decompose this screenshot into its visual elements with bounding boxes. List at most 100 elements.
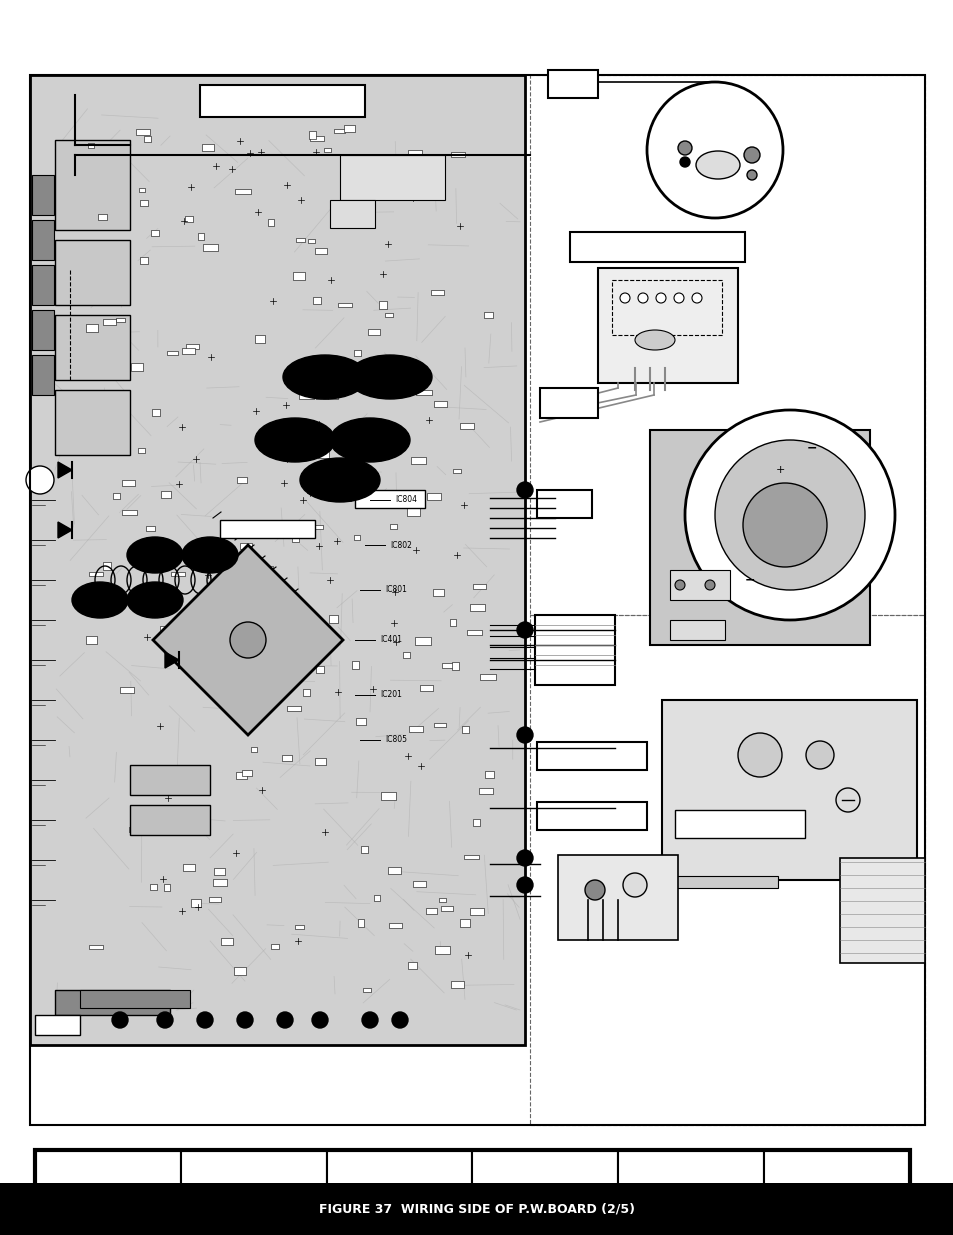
Bar: [440, 906, 453, 911]
Bar: [368, 329, 379, 335]
Circle shape: [361, 1011, 377, 1028]
Circle shape: [517, 850, 533, 866]
Circle shape: [714, 440, 864, 590]
Bar: [374, 895, 380, 902]
Bar: [467, 630, 482, 635]
Bar: [103, 319, 116, 325]
Text: IC401: IC401: [379, 636, 401, 645]
Bar: [313, 296, 321, 304]
Circle shape: [746, 170, 757, 180]
Ellipse shape: [127, 537, 183, 573]
Ellipse shape: [127, 582, 183, 618]
Bar: [558, 855, 678, 940]
Bar: [618, 1150, 763, 1191]
Bar: [310, 136, 324, 141]
Bar: [396, 492, 411, 498]
Bar: [213, 879, 227, 885]
Bar: [98, 214, 107, 220]
Bar: [431, 290, 444, 295]
Bar: [407, 368, 418, 375]
Circle shape: [656, 293, 665, 303]
Bar: [183, 863, 194, 871]
Circle shape: [743, 147, 760, 163]
Bar: [537, 742, 646, 769]
Bar: [139, 257, 148, 264]
Bar: [146, 526, 155, 531]
Bar: [160, 626, 175, 634]
Bar: [178, 550, 191, 557]
Bar: [439, 898, 446, 903]
Circle shape: [691, 293, 701, 303]
Ellipse shape: [348, 354, 432, 399]
Bar: [164, 884, 170, 890]
Bar: [598, 268, 738, 383]
Bar: [234, 967, 246, 974]
Bar: [265, 447, 281, 451]
Bar: [171, 572, 185, 576]
Bar: [539, 388, 598, 417]
Bar: [329, 480, 343, 484]
Circle shape: [673, 293, 683, 303]
Bar: [167, 351, 177, 356]
Bar: [187, 820, 194, 826]
Bar: [90, 572, 103, 576]
Bar: [328, 615, 337, 622]
Ellipse shape: [254, 417, 335, 462]
Bar: [452, 662, 458, 671]
Bar: [326, 1150, 472, 1191]
Ellipse shape: [182, 537, 237, 573]
Bar: [293, 272, 304, 280]
Bar: [763, 1150, 909, 1191]
Circle shape: [622, 873, 646, 897]
Bar: [387, 867, 400, 873]
Bar: [89, 945, 103, 948]
Bar: [408, 962, 417, 969]
Bar: [55, 990, 170, 1015]
Bar: [308, 238, 314, 243]
Bar: [295, 238, 305, 242]
Circle shape: [26, 466, 54, 494]
Bar: [479, 674, 495, 680]
Text: IC802: IC802: [390, 541, 412, 550]
Circle shape: [230, 622, 266, 658]
Circle shape: [312, 1011, 328, 1028]
Bar: [569, 232, 744, 262]
Bar: [242, 769, 253, 776]
Bar: [103, 562, 112, 569]
Bar: [152, 230, 158, 236]
Bar: [314, 758, 326, 764]
Bar: [344, 125, 355, 132]
Bar: [462, 726, 469, 734]
Bar: [100, 587, 113, 593]
Bar: [213, 868, 225, 874]
Bar: [649, 430, 869, 645]
Bar: [612, 280, 721, 335]
Bar: [131, 363, 143, 370]
Bar: [138, 448, 145, 452]
Bar: [30, 75, 524, 1045]
Circle shape: [517, 877, 533, 893]
Bar: [137, 823, 147, 827]
Bar: [32, 175, 54, 215]
Bar: [408, 151, 421, 157]
Bar: [202, 144, 213, 152]
Bar: [287, 706, 300, 711]
Bar: [191, 899, 201, 908]
Ellipse shape: [635, 330, 675, 350]
Bar: [313, 525, 322, 530]
Circle shape: [196, 1011, 213, 1028]
Bar: [330, 200, 375, 228]
Bar: [334, 128, 345, 133]
Circle shape: [675, 580, 684, 590]
Bar: [88, 143, 94, 148]
Bar: [537, 490, 592, 517]
Bar: [298, 394, 314, 399]
Bar: [473, 820, 479, 826]
Bar: [675, 810, 804, 839]
Bar: [402, 652, 409, 658]
Bar: [32, 310, 54, 350]
Bar: [30, 75, 924, 1125]
Bar: [32, 220, 54, 261]
Bar: [55, 240, 130, 305]
Bar: [406, 508, 420, 516]
